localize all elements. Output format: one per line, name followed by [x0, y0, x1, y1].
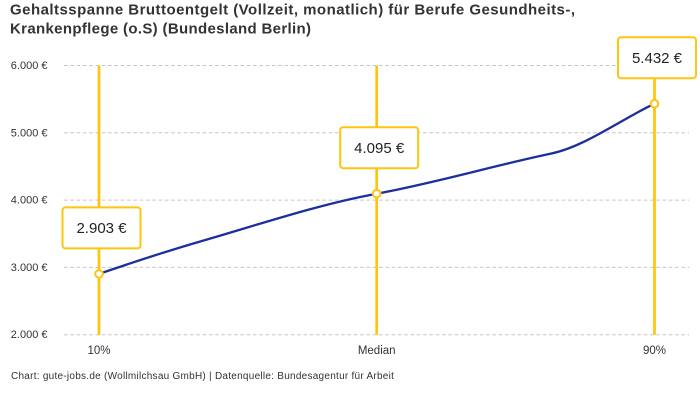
- svg-text:6.000 €: 6.000 €: [11, 60, 48, 72]
- svg-text:3.000 €: 3.000 €: [11, 262, 48, 274]
- svg-text:2.903 €: 2.903 €: [76, 220, 127, 237]
- svg-text:4.000 €: 4.000 €: [11, 195, 48, 207]
- svg-text:Gehaltsspanne Bruttoentgelt (V: Gehaltsspanne Bruttoentgelt (Vollzeit, m…: [10, 2, 575, 19]
- svg-text:90%: 90%: [643, 345, 666, 357]
- svg-text:Krankenpflege (o.S) (Bundeslan: Krankenpflege (o.S) (Bundesland Berlin): [10, 21, 311, 38]
- svg-text:Chart: gute-jobs.de (Wollmilch: Chart: gute-jobs.de (Wollmilchsau GmbH) …: [11, 371, 394, 382]
- svg-text:5.432 €: 5.432 €: [632, 50, 683, 67]
- svg-text:2.000 €: 2.000 €: [11, 329, 48, 341]
- svg-text:4.095 €: 4.095 €: [354, 140, 405, 157]
- svg-text:Median: Median: [358, 345, 396, 357]
- svg-text:5.000 €: 5.000 €: [11, 127, 48, 139]
- svg-text:10%: 10%: [87, 345, 110, 357]
